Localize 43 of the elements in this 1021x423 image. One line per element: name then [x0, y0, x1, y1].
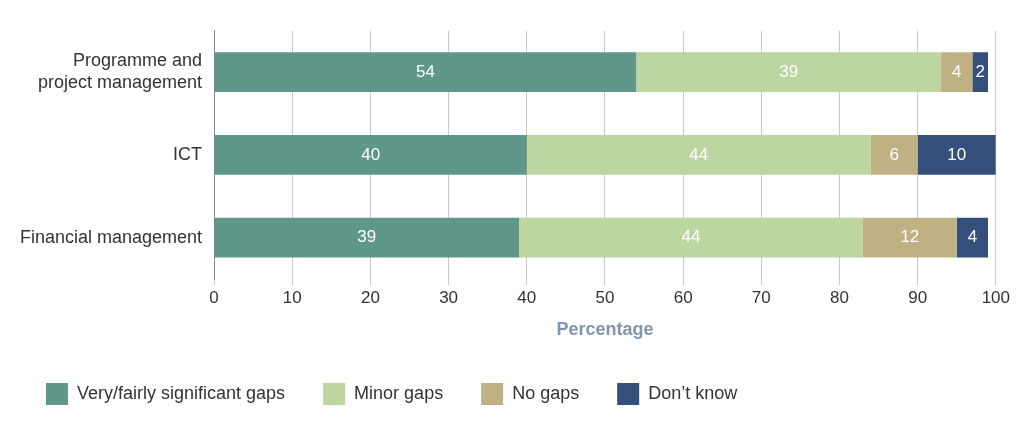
bar	[956, 217, 988, 258]
y-tick-label: Financial management	[19, 226, 203, 247]
x-tick-label: 40	[517, 287, 537, 307]
x-tick-label: 70	[751, 287, 771, 307]
data-label: 54	[415, 61, 435, 81]
bar	[636, 52, 942, 93]
data-label: 12	[900, 227, 920, 247]
data-label: 10	[947, 144, 967, 164]
legend-label: Don’t know	[648, 382, 739, 403]
data-label: 6	[889, 144, 899, 164]
x-tick-label: 0	[209, 287, 219, 307]
data-label: 2	[975, 61, 985, 81]
bar	[941, 52, 973, 93]
x-tick-label: 30	[439, 287, 459, 307]
legend-label: Very/fairly significant gaps	[77, 382, 286, 403]
x-tick-label: 20	[360, 287, 380, 307]
bar	[214, 217, 519, 258]
bar	[917, 135, 996, 175]
bar	[214, 52, 637, 93]
data-label: 44	[689, 144, 709, 164]
x-axis-title: Percentage	[556, 319, 654, 340]
x-tick-label: 50	[595, 287, 615, 307]
x-tick-label: 90	[908, 287, 928, 307]
bar	[518, 217, 863, 258]
bar	[214, 135, 527, 175]
x-tick-label: 100	[981, 287, 1011, 307]
legend-label: No gaps	[512, 382, 580, 403]
data-label: 4	[952, 61, 962, 81]
data-label: 4	[967, 227, 978, 247]
x-tick-label: 60	[673, 287, 693, 307]
bar	[870, 135, 918, 175]
legend-label: Minor gaps	[354, 382, 444, 403]
y-tick-label: Programme and project management	[38, 50, 203, 92]
bar	[862, 217, 957, 258]
data-label: 39	[357, 227, 377, 247]
data-label: 39	[779, 61, 799, 81]
data-label: 40	[361, 144, 381, 164]
x-tick-label: 10	[282, 287, 302, 307]
x-tick-label: 80	[830, 287, 849, 307]
bar	[526, 135, 871, 175]
bar	[972, 52, 988, 93]
data-label: 44	[681, 227, 701, 247]
y-tick-label: ICT	[173, 143, 203, 164]
